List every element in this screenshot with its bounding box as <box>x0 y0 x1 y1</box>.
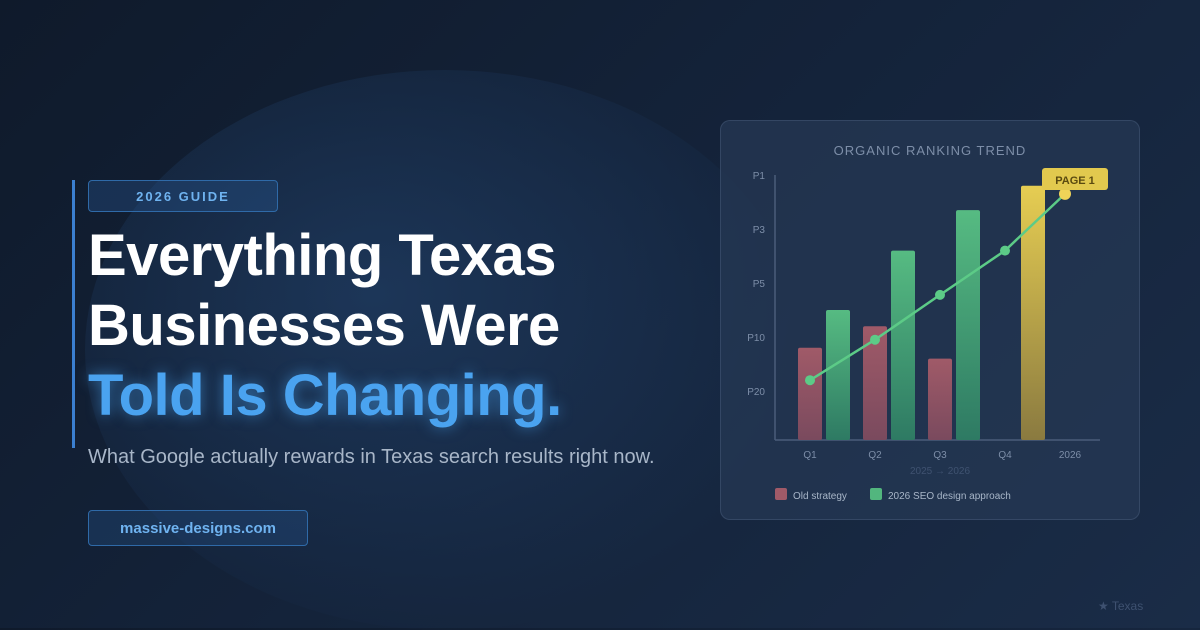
y-tick-label: P10 <box>747 333 765 344</box>
legend-label-old: Old strategy <box>793 491 847 502</box>
subtitle: What Google actually rewards in Texas se… <box>88 446 655 468</box>
headline-line-3: Told Is Changing. <box>88 363 562 428</box>
trend-point <box>935 289 945 300</box>
bar-highlight <box>1021 185 1045 440</box>
page1-annotation-box <box>1042 168 1108 190</box>
page1-annotation: PAGE 1 <box>1055 175 1095 187</box>
bar-old-strategy <box>928 358 952 440</box>
bar-2026-seo <box>956 210 980 440</box>
x-tick-label: Q1 <box>803 450 817 461</box>
chart-title: ORGANIC RANKING TREND <box>834 143 1027 158</box>
y-tick-label: P3 <box>753 225 766 236</box>
x-tick-label: 2026 <box>1059 450 1082 461</box>
trend-point <box>805 375 815 386</box>
trend-point <box>1000 245 1010 256</box>
x-axis-label: 2025 → 2026 <box>910 466 970 477</box>
guide-badge: 2026 GUIDE <box>88 180 278 212</box>
website-link[interactable]: massive-designs.com <box>88 510 308 546</box>
x-tick-label: Q2 <box>868 450 882 461</box>
legend-swatch-new <box>870 488 882 500</box>
x-tick-label: Q4 <box>998 450 1012 461</box>
bar-old-strategy <box>863 326 887 440</box>
background-glow <box>85 70 805 630</box>
headline-line-1: Everything Texas <box>88 223 557 288</box>
y-tick-label: P20 <box>747 387 765 398</box>
y-tick-label: P5 <box>753 279 766 290</box>
accent-bar <box>72 180 75 448</box>
headline-line-2: Businesses Were <box>88 293 560 358</box>
bar-2026-seo <box>826 310 850 440</box>
legend-swatch-old <box>775 488 787 500</box>
x-tick-label: Q3 <box>933 450 947 461</box>
bar-old-strategy <box>798 347 822 440</box>
footer-label: ★ Texas <box>1098 599 1144 613</box>
legend-label-new: 2026 SEO design approach <box>888 491 1011 502</box>
trend-point <box>1059 187 1071 200</box>
y-tick-label: P1 <box>753 171 766 182</box>
bar-2026-seo <box>891 250 915 440</box>
trend-point <box>870 334 880 345</box>
